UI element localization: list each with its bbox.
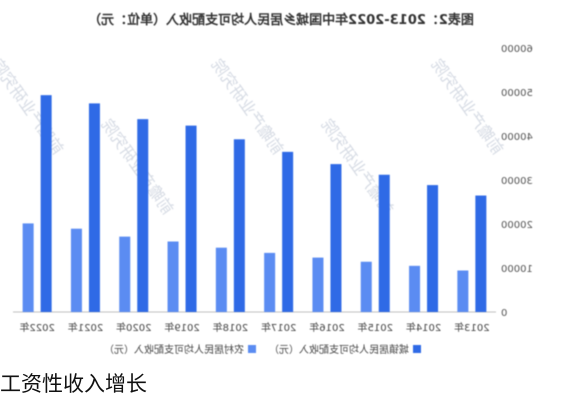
x-tick-label-3: 2016年 (309, 321, 344, 334)
x-tick-label-5: 2018年 (213, 321, 248, 334)
bar-urban-6 (185, 125, 197, 313)
bar-rural-3 (312, 257, 324, 312)
bar-rural-9 (22, 223, 34, 312)
bar-rural-0 (457, 270, 469, 312)
legend-label-urban: 城镇居民人均可支配收入（元） (269, 343, 409, 356)
watermark-2: 前瞻产业研究院 (208, 56, 288, 159)
y-tick-label-5: 50000 (501, 88, 533, 99)
bar-urban-2 (378, 174, 390, 312)
bar-urban-1 (427, 185, 439, 312)
bar-urban-0 (475, 195, 487, 312)
y-tick-label-4: 40000 (501, 132, 533, 143)
bar-rural-8 (70, 228, 82, 312)
watermark-0: 前瞻产业研究院 (428, 56, 508, 159)
bottom-caption: 工资性收入增长 (0, 372, 147, 396)
bar-rural-6 (167, 241, 179, 312)
x-tick-label-0: 2013年 (454, 321, 489, 334)
x-tick-label-2: 2015年 (358, 321, 393, 334)
bar-urban-3 (330, 164, 342, 312)
legend-swatch-urban (413, 345, 421, 353)
x-tick-label-6: 2019年 (164, 321, 199, 334)
y-tick-label-2: 20000 (501, 220, 533, 231)
bar-rural-1 (409, 265, 421, 312)
legend-label-rural: 农村居民人均可支配收入（元） (104, 343, 244, 356)
y-tick-label-0: 0 (501, 308, 507, 319)
chart-title: 图表2：2013-2022年中国城乡居民人均可支配收入（单位：元） (88, 12, 474, 28)
bar-urban-8 (88, 103, 100, 312)
bar-urban-7 (137, 119, 149, 312)
bar-rural-5 (215, 247, 227, 312)
bar-urban-4 (282, 151, 294, 312)
bar-urban-5 (233, 139, 245, 312)
y-tick-label-6: 60000 (501, 44, 533, 55)
x-tick-label-9: 2022年 (19, 321, 54, 334)
bar-urban-9 (40, 95, 52, 312)
x-tick-label-1: 2014年 (406, 321, 441, 334)
legend-swatch-rural (248, 345, 256, 353)
bar-rural-4 (264, 252, 276, 312)
bar-rural-2 (360, 261, 372, 312)
y-tick-label-3: 30000 (501, 176, 533, 187)
bar-rural-7 (119, 236, 131, 312)
x-tick-label-4: 2017年 (261, 321, 296, 334)
income-bar-chart: 图表2：2013-2022年中国城乡居民人均可支配收入（单位：元） 0 10000 2… (0, 12, 533, 356)
watermark-4: 前瞻产业研究院 (0, 56, 67, 159)
x-tick-label-8: 2021年 (68, 321, 103, 334)
mirrored-chart-figure: 图表2：2013-2022年中国城乡居民人均可支配收入（单位：元） 0 10000 2… (0, 12, 533, 356)
y-tick-label-1: 10000 (501, 264, 533, 275)
x-tick-label-7: 2020年 (116, 321, 151, 334)
